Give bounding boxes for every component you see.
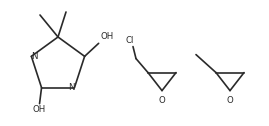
Text: N: N bbox=[68, 83, 75, 92]
Text: O: O bbox=[159, 96, 165, 105]
Text: OH: OH bbox=[100, 32, 113, 41]
Text: O: O bbox=[226, 96, 233, 105]
Text: OH: OH bbox=[33, 105, 46, 114]
Text: N: N bbox=[31, 52, 38, 61]
Text: Cl: Cl bbox=[126, 36, 134, 45]
